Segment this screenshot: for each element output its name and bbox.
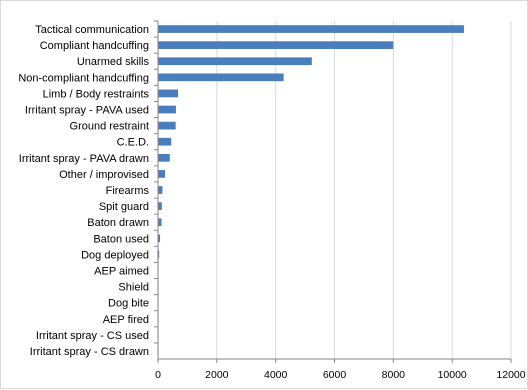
- category-label: Shield: [118, 282, 149, 294]
- x-tick-labels: 0 2000 4000 6000 8000 10000 12000: [155, 369, 526, 381]
- x-tick-label: 0: [155, 369, 161, 381]
- category-label: Other / improvised: [59, 169, 149, 181]
- bar: [158, 202, 162, 210]
- category-label: Irritant spray - PAVA drawn: [19, 153, 149, 165]
- category-label: Unarmed skills: [77, 56, 150, 68]
- bar: [158, 57, 312, 66]
- grid-lines: [216, 21, 512, 359]
- bar: [158, 234, 161, 243]
- x-tick-label: 8000: [382, 369, 406, 381]
- category-label: Limb / Body restraints: [43, 88, 150, 100]
- category-label: AEP aimed: [94, 265, 149, 277]
- category-label: Spit guard: [99, 201, 149, 213]
- category-label: AEP fired: [103, 314, 149, 326]
- category-labels: Tactical communication Compliant handcuff…: [18, 24, 149, 358]
- bar: [158, 121, 176, 130]
- x-tick-label: 2000: [205, 369, 229, 381]
- x-tick-label: 6000: [323, 369, 347, 381]
- category-label: Baton used: [93, 233, 149, 245]
- x-tick-label: 4000: [264, 369, 288, 381]
- category-label: Non-compliant handcuffing: [18, 72, 149, 84]
- category-label: Ground restraint: [70, 121, 149, 133]
- bar: [158, 73, 284, 82]
- category-label: Compliant handcuffing: [40, 40, 149, 52]
- bar: [158, 41, 394, 50]
- bars: [158, 25, 464, 355]
- category-label: Dog bite: [108, 298, 149, 310]
- category-label: Irritant spray - CS drawn: [30, 346, 149, 358]
- bar: [158, 250, 160, 259]
- category-label: Tactical communication: [35, 24, 149, 36]
- bar: [158, 186, 163, 194]
- category-label: Dog deployed: [81, 249, 149, 261]
- category-label: Irritant spray - CS used: [36, 330, 149, 342]
- category-label: C.E.D.: [117, 137, 149, 149]
- bar: [158, 137, 172, 146]
- bar: [158, 89, 179, 98]
- category-label: Baton drawn: [87, 217, 149, 229]
- bar: [158, 218, 162, 227]
- category-label: Irritant spray - PAVA used: [25, 105, 149, 117]
- x-tick-label: 12000: [496, 369, 525, 381]
- x-tick-label: 10000: [438, 369, 467, 381]
- category-label: Firearms: [106, 185, 150, 197]
- bar: [158, 153, 170, 162]
- bar: [158, 105, 176, 114]
- bar: [158, 170, 166, 178]
- axes: [154, 20, 512, 363]
- bar: [158, 25, 464, 33]
